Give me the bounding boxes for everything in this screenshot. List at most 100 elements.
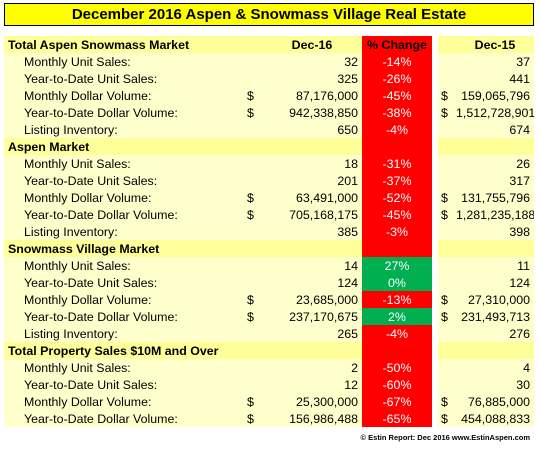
- row-label: Year-to-Date Unit Sales:: [4, 376, 244, 393]
- currency-symbol: $: [244, 206, 262, 223]
- column-spacer: [432, 172, 438, 189]
- header-spacer: [438, 36, 456, 53]
- column-spacer: [432, 104, 438, 121]
- value-dec16: 156,986,488: [262, 410, 362, 427]
- percent-change: -60%: [362, 376, 432, 393]
- row-label: Year-to-Date Unit Sales:: [4, 70, 244, 87]
- report-title: December 2016 Aspen & Snowmass Village R…: [4, 3, 534, 26]
- table-row: Monthly Unit Sales: 14 27% 11: [4, 257, 534, 274]
- row-label: Year-to-Date Dollar Volume:: [4, 206, 244, 223]
- value-dec15: 11: [456, 257, 534, 274]
- currency-symbol: [438, 155, 456, 172]
- currency-symbol: [244, 325, 262, 342]
- currency-symbol: [244, 376, 262, 393]
- value-dec15: 76,885,000: [456, 393, 534, 410]
- value-dec16: 237,170,675: [262, 308, 362, 325]
- table-row: Listing Inventory: 385 -3% 398: [4, 223, 534, 240]
- currency-symbol: [244, 359, 262, 376]
- table-row: Listing Inventory: 265 -4% 276: [4, 325, 534, 342]
- value-dec15: 26: [456, 155, 534, 172]
- percent-change: -3%: [362, 223, 432, 240]
- currency-symbol: [244, 172, 262, 189]
- table-row: Monthly Dollar Volume: $23,685,000 -13% $27…: [4, 291, 534, 308]
- column-spacer: [432, 189, 438, 206]
- value-dec15: 441: [456, 70, 534, 87]
- currency-symbol: [438, 359, 456, 376]
- percent-change: -50%: [362, 359, 432, 376]
- column-spacer: [432, 87, 438, 104]
- column-spacer: [432, 155, 438, 172]
- currency-symbol: $: [438, 291, 456, 308]
- table-row: Year-to-Date Dollar Volume: $942,338,850-…: [4, 104, 534, 121]
- row-label: Monthly Dollar Volume:: [4, 291, 244, 308]
- row-label: Monthly Dollar Volume:: [4, 393, 244, 410]
- currency-symbol: $: [244, 393, 262, 410]
- percent-change: 0%: [362, 274, 432, 291]
- row-label: Year-to-Date Dollar Volume:: [4, 308, 244, 325]
- value-dec15: 317: [456, 172, 534, 189]
- currency-symbol: $: [438, 189, 456, 206]
- currency-symbol: [438, 325, 456, 342]
- value-dec15: 37: [456, 53, 534, 70]
- table-row: Monthly Dollar Volume: $63,491,000 -52% $13…: [4, 189, 534, 206]
- column-spacer: [432, 70, 438, 87]
- column-header-dec15: Dec-15: [456, 36, 534, 53]
- currency-symbol: [244, 257, 262, 274]
- percent-change: 27%: [362, 257, 432, 274]
- column-spacer: [432, 410, 438, 427]
- change-header-spacer: [362, 240, 432, 257]
- percent-change: -52%: [362, 189, 432, 206]
- percent-change: -37%: [362, 172, 432, 189]
- column-spacer: [432, 274, 438, 291]
- value-dec15: 131,755,796: [456, 189, 534, 206]
- value-dec16: 87,176,000: [262, 87, 362, 104]
- currency-symbol: [244, 274, 262, 291]
- section-title: Snowmass Village Market: [4, 240, 244, 257]
- column-spacer: [432, 308, 438, 325]
- value-dec16: 63,491,000: [262, 189, 362, 206]
- market-table: Total Aspen Snowmass Market Dec-16% Chang…: [4, 36, 534, 427]
- percent-change: -4%: [362, 121, 432, 138]
- value-dec16: 23,685,000: [262, 291, 362, 308]
- column-spacer: [432, 325, 438, 342]
- currency-symbol: $: [244, 104, 262, 121]
- column-spacer: [432, 257, 438, 274]
- header-spacer: [244, 342, 262, 359]
- row-label: Year-to-Date Unit Sales:: [4, 274, 244, 291]
- table-row: Monthly Unit Sales: 2 -50% 4: [4, 359, 534, 376]
- header-spacer: [456, 240, 534, 257]
- currency-symbol: [438, 257, 456, 274]
- column-spacer: [432, 36, 438, 53]
- percent-change: -45%: [362, 206, 432, 223]
- percent-change: 2%: [362, 308, 432, 325]
- value-dec15: 276: [456, 325, 534, 342]
- column-spacer: [432, 359, 438, 376]
- column-spacer: [432, 223, 438, 240]
- table-row: Monthly Unit Sales: 18 -31% 26: [4, 155, 534, 172]
- column-spacer: [432, 291, 438, 308]
- value-dec16: 325: [262, 70, 362, 87]
- currency-symbol: $: [244, 189, 262, 206]
- currency-symbol: [438, 70, 456, 87]
- value-dec16: 124: [262, 274, 362, 291]
- currency-symbol: [438, 172, 456, 189]
- header-spacer: [456, 138, 534, 155]
- percent-change: -45%: [362, 87, 432, 104]
- value-dec15: 4: [456, 359, 534, 376]
- column-spacer: [432, 121, 438, 138]
- value-dec16: 25,300,000: [262, 393, 362, 410]
- percent-change: -31%: [362, 155, 432, 172]
- value-dec15: 159,065,796: [456, 87, 534, 104]
- section-header-row: Total Property Sales $10M and Over: [4, 342, 534, 359]
- value-dec16: 265: [262, 325, 362, 342]
- header-spacer: [438, 138, 456, 155]
- change-header-spacer: [362, 138, 432, 155]
- currency-symbol: $: [244, 410, 262, 427]
- table-row: Monthly Dollar Volume: $87,176,000 -45% $15…: [4, 87, 534, 104]
- currency-symbol: $: [244, 291, 262, 308]
- column-spacer: [432, 206, 438, 223]
- table-row: Monthly Dollar Volume: $25,300,000 -67% $76…: [4, 393, 534, 410]
- value-dec15: 30: [456, 376, 534, 393]
- source-credit: © Estin Report: Dec 2016 www.EstinAspen.…: [360, 433, 530, 442]
- row-label: Monthly Unit Sales:: [4, 359, 244, 376]
